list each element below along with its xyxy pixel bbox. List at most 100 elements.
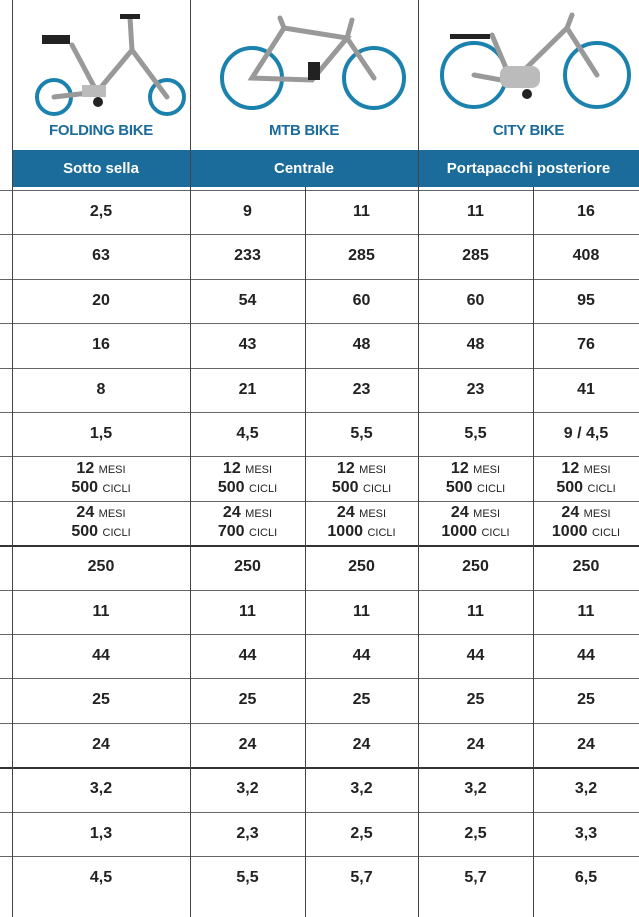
number: 500 xyxy=(556,479,583,496)
cell: 6,5 xyxy=(533,856,639,900)
unit: MESI xyxy=(245,464,272,476)
cell: 25 xyxy=(190,678,305,722)
cell-line: 1000 CICLI xyxy=(418,523,533,542)
cell: 250 xyxy=(418,545,533,589)
cell: 25 xyxy=(533,678,639,722)
cell: 24 xyxy=(12,723,190,767)
unit: CICLI xyxy=(249,527,277,539)
cell: 20 xyxy=(12,279,190,323)
cell: 21 xyxy=(190,368,305,412)
cell: 41 xyxy=(533,368,639,412)
row-divider xyxy=(0,856,639,857)
cell: 43 xyxy=(190,323,305,367)
cell: 233 xyxy=(190,234,305,278)
unit: MESI xyxy=(584,508,611,520)
row-divider xyxy=(0,590,639,591)
row-divider xyxy=(0,767,639,769)
cell-line: 500 CICLI xyxy=(305,479,418,498)
number: 12 xyxy=(223,460,241,477)
number: 500 xyxy=(71,479,98,496)
column-divider xyxy=(533,187,534,917)
row-divider xyxy=(0,234,639,235)
cell: 95 xyxy=(533,279,639,323)
row-divider xyxy=(0,323,639,324)
cell: 12 MESI500 CICLI xyxy=(12,456,190,500)
row-divider xyxy=(0,634,639,635)
cell: 24 MESI700 CICLI xyxy=(190,501,305,545)
bike-icons xyxy=(12,0,639,120)
cell-line: 1000 CICLI xyxy=(305,523,418,542)
row-divider xyxy=(0,723,639,724)
cell: 16 xyxy=(12,323,190,367)
cell-line: 500 CICLI xyxy=(12,523,190,542)
cell: 285 xyxy=(418,234,533,278)
cell: 60 xyxy=(305,279,418,323)
cell: 2,5 xyxy=(305,812,418,856)
row-divider xyxy=(0,456,639,457)
unit: MESI xyxy=(245,508,272,520)
cell: 4,5 xyxy=(12,856,190,900)
row-divider xyxy=(0,190,639,191)
cell: 3,2 xyxy=(12,767,190,811)
cell: 3,2 xyxy=(305,767,418,811)
unit: CICLI xyxy=(592,527,620,539)
cell: 48 xyxy=(305,323,418,367)
cell-line: 500 CICLI xyxy=(190,479,305,498)
unit: CICLI xyxy=(103,527,131,539)
unit: CICLI xyxy=(363,483,391,495)
cell: 23 xyxy=(305,368,418,412)
cell: 3,2 xyxy=(418,767,533,811)
cell: 11 xyxy=(12,590,190,634)
cell: 24 xyxy=(305,723,418,767)
cell: 24 xyxy=(533,723,639,767)
cell-line: 12 MESI xyxy=(305,460,418,479)
unit: MESI xyxy=(99,508,126,520)
cell: 285 xyxy=(305,234,418,278)
column-name: CITY BIKE xyxy=(418,122,639,139)
cell: 16 xyxy=(533,190,639,234)
unit: CICLI xyxy=(588,483,616,495)
cell: 11 xyxy=(533,590,639,634)
cell: 5,7 xyxy=(305,856,418,900)
cell: 3,3 xyxy=(533,812,639,856)
cell: 5,7 xyxy=(418,856,533,900)
column-divider xyxy=(418,0,419,917)
unit: CICLI xyxy=(103,483,131,495)
cell-line: 1000 CICLI xyxy=(533,523,639,542)
number: 1000 xyxy=(552,523,588,540)
cell: 2,3 xyxy=(190,812,305,856)
cell: 9 xyxy=(190,190,305,234)
cell-line: 24 MESI xyxy=(533,504,639,523)
cell: 44 xyxy=(12,634,190,678)
cell: 25 xyxy=(418,678,533,722)
unit: CICLI xyxy=(481,527,509,539)
cell: 250 xyxy=(533,545,639,589)
cell: 44 xyxy=(190,634,305,678)
cell-line: 500 CICLI xyxy=(533,479,639,498)
unit: CICLI xyxy=(367,527,395,539)
number: 12 xyxy=(337,460,355,477)
number: 12 xyxy=(451,460,469,477)
number: 1000 xyxy=(441,523,477,540)
cell: 23 xyxy=(418,368,533,412)
column-position: Centrale xyxy=(190,150,418,187)
cell: 24 MESI 500 CICLI xyxy=(12,501,190,545)
cell: 44 xyxy=(418,634,533,678)
cell: 76 xyxy=(533,323,639,367)
cell: 11 xyxy=(418,590,533,634)
number: 500 xyxy=(446,479,473,496)
cell: 11 xyxy=(418,190,533,234)
cell: 5,5 xyxy=(305,412,418,456)
number: 1000 xyxy=(327,523,363,540)
unit: MESI xyxy=(473,464,500,476)
cell: 25 xyxy=(305,678,418,722)
cell: 3,2 xyxy=(533,767,639,811)
cell: 25 xyxy=(12,678,190,722)
cell: 11 xyxy=(305,190,418,234)
number: 24 xyxy=(76,504,94,521)
row-divider xyxy=(0,501,639,502)
column-position: Portapacchi posteriore xyxy=(418,150,639,187)
row-divider xyxy=(0,412,639,413)
unit: MESI xyxy=(473,508,500,520)
